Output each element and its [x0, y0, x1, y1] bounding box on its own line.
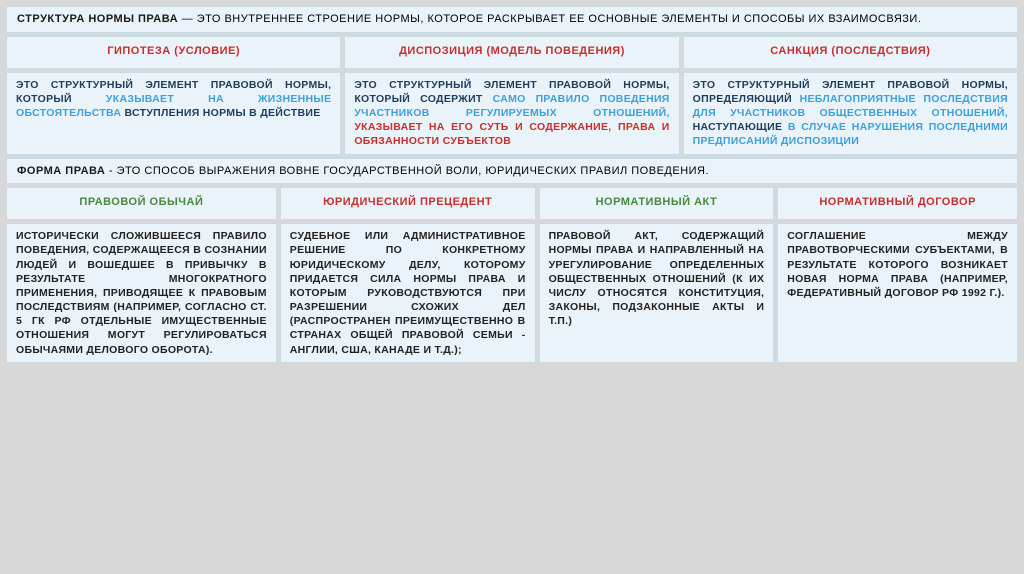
act-text: ПРАВОВОЙ АКТ, СОДЕРЖАЩИЙ НОРМЫ ПРАВА И Н…: [549, 229, 765, 328]
card-custom-title: ПРАВОВОЙ ОБЫЧАЙ: [6, 187, 277, 220]
card-treaty-title: НОРМАТИВНЫЙ ДОГОВОР: [777, 187, 1018, 220]
title-precedent: ЮРИДИЧЕСКИЙ ПРЕЦЕДЕНТ: [290, 193, 526, 214]
title-treaty: НОРМАТИВНЫЙ ДОГОВОР: [787, 193, 1008, 214]
card-sanction-body: ЭТО СТРУКТУРНЫЙ ЭЛЕМЕНТ ПРАВОВОЙ НОРМЫ, …: [683, 72, 1018, 155]
card-treaty-body: СОГЛАШЕНИЕ МЕЖДУ ПРАВОТВОРЧЕСКИМИ СУБЪЕК…: [777, 223, 1018, 363]
title-sanction: САНКЦИЯ (ПОСЛЕДСТВИЯ): [693, 42, 1008, 63]
hypothesis-text: ЭТО СТРУКТУРНЫЙ ЭЛЕМЕНТ ПРАВОВОЙ НОРМЫ, …: [16, 78, 331, 121]
card-act-body: ПРАВОВОЙ АКТ, СОДЕРЖАЩИЙ НОРМЫ ПРАВА И Н…: [539, 223, 775, 363]
custom-text: ИСТОРИЧЕСКИ СЛОЖИВШЕЕСЯ ПРАВИЛО ПОВЕДЕНИ…: [16, 229, 267, 357]
bottom-titles-row: ПРАВОВОЙ ОБЫЧАЙ ЮРИДИЧЕСКИЙ ПРЕЦЕДЕНТ НО…: [6, 187, 1018, 220]
card-precedent-title: ЮРИДИЧЕСКИЙ ПРЕЦЕДЕНТ: [280, 187, 536, 220]
bottom-bodies-row: ИСТОРИЧЕСКИ СЛОЖИВШЕЕСЯ ПРАВИЛО ПОВЕДЕНИ…: [6, 223, 1018, 363]
form-text: - ЭТО СПОСОБ ВЫРАЖЕНИЯ ВОВНЕ ГОСУДАРСТВЕ…: [105, 165, 709, 177]
treaty-text: СОГЛАШЕНИЕ МЕЖДУ ПРАВОТВОРЧЕСКИМИ СУБЪЕК…: [787, 229, 1008, 300]
structure-term: СТРУКТУРА НОРМЫ ПРАВА: [17, 13, 178, 25]
title-hypothesis: ГИПОТЕЗА (УСЛОВИЕ): [16, 42, 331, 63]
form-term: ФОРМА ПРАВА: [17, 165, 105, 177]
structure-definition-banner: СТРУКТУРА НОРМЫ ПРАВА — ЭТО ВНУТРЕННЕЕ С…: [6, 6, 1018, 33]
card-disposition-title: ДИСПОЗИЦИЯ (МОДЕЛЬ ПОВЕДЕНИЯ): [344, 36, 679, 69]
precedent-text: СУДЕБНОЕ ИЛИ АДМИНИСТРАТИВНОЕ РЕШЕНИЕ ПО…: [290, 229, 526, 357]
card-hypothesis-title: ГИПОТЕЗА (УСЛОВИЕ): [6, 36, 341, 69]
card-act-title: НОРМАТИВНЫЙ АКТ: [539, 187, 775, 220]
card-custom-body: ИСТОРИЧЕСКИ СЛОЖИВШЕЕСЯ ПРАВИЛО ПОВЕДЕНИ…: [6, 223, 277, 363]
card-disposition-body: ЭТО СТРУКТУРНЫЙ ЭЛЕМЕНТ ПРАВОВОЙ НОРМЫ, …: [344, 72, 679, 155]
structure-text: — ЭТО ВНУТРЕННЕЕ СТРОЕНИЕ НОРМЫ, КОТОРОЕ…: [178, 13, 921, 25]
form-definition-banner: ФОРМА ПРАВА - ЭТО СПОСОБ ВЫРАЖЕНИЯ ВОВНЕ…: [6, 158, 1018, 185]
disposition-text: ЭТО СТРУКТУРНЫЙ ЭЛЕМЕНТ ПРАВОВОЙ НОРМЫ, …: [354, 78, 669, 149]
title-custom: ПРАВОВОЙ ОБЫЧАЙ: [16, 193, 267, 214]
top-bodies-row: ЭТО СТРУКТУРНЫЙ ЭЛЕМЕНТ ПРАВОВОЙ НОРМЫ, …: [6, 72, 1018, 155]
card-precedent-body: СУДЕБНОЕ ИЛИ АДМИНИСТРАТИВНОЕ РЕШЕНИЕ ПО…: [280, 223, 536, 363]
card-hypothesis-body: ЭТО СТРУКТУРНЫЙ ЭЛЕМЕНТ ПРАВОВОЙ НОРМЫ, …: [6, 72, 341, 155]
card-sanction-title: САНКЦИЯ (ПОСЛЕДСТВИЯ): [683, 36, 1018, 69]
title-disposition: ДИСПОЗИЦИЯ (МОДЕЛЬ ПОВЕДЕНИЯ): [354, 42, 669, 63]
title-act: НОРМАТИВНЫЙ АКТ: [549, 193, 765, 214]
sanction-text: ЭТО СТРУКТУРНЫЙ ЭЛЕМЕНТ ПРАВОВОЙ НОРМЫ, …: [693, 78, 1008, 149]
top-titles-row: ГИПОТЕЗА (УСЛОВИЕ) ДИСПОЗИЦИЯ (МОДЕЛЬ ПО…: [6, 36, 1018, 69]
